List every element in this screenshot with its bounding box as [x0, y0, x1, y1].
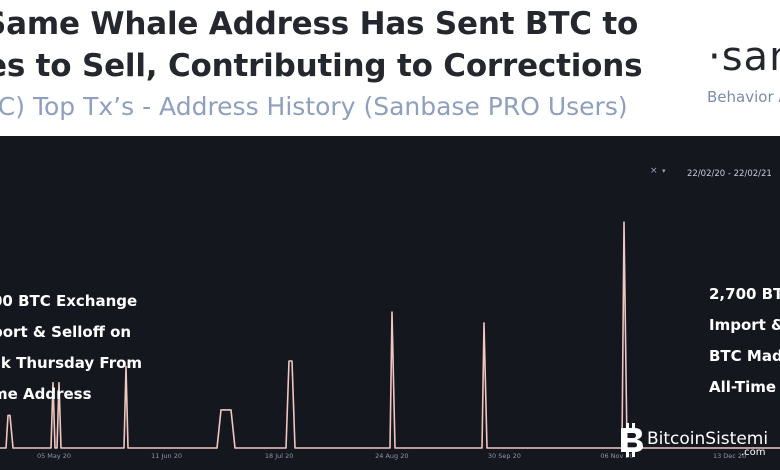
bitcoin-b-icon	[621, 423, 643, 457]
x-tick-label: 05 May 20	[37, 452, 71, 460]
chart-panel: 05 May 20 11 Jun 20 18 Jul 20 24 Aug 20 30 S…	[0, 136, 780, 470]
title-line-2: es to Sell, Contributing to Corrections	[0, 48, 643, 84]
x-tick-label: 30 Sep 20	[488, 452, 521, 460]
santiment-logo: ·san	[708, 34, 780, 80]
watermark-suffix: .com	[741, 447, 766, 458]
x-tick-label: 11 Jun 20	[151, 452, 182, 460]
annotation-left-line: port & Selloff on	[0, 323, 132, 341]
annotation-left-line: 00 BTC Exchange	[0, 292, 138, 310]
subtitle: TC) Top Tx’s - Address History (Sanbase …	[0, 92, 628, 121]
x-tick-label: 06 Nov 20	[600, 452, 633, 460]
annotation-right: 2,700 BT Import & BTC Mad All-Time	[709, 279, 780, 403]
watermark-name: BitcoinSistemi	[647, 429, 769, 449]
series-line	[0, 221, 780, 449]
x-tick-label: 18 Jul 20	[265, 452, 294, 460]
x-tick-label: 24 Aug 20	[375, 452, 408, 460]
annotation-right-line: BTC Mad	[709, 347, 780, 365]
logo-tagline: Behavior A	[707, 88, 780, 106]
header: Same Whale Address Has Sent BTC to es to…	[0, 0, 780, 136]
annotation-right-line: Import &	[709, 316, 780, 334]
annotation-left: 00 BTC Exchange port & Selloff on ck Thu…	[0, 286, 142, 410]
title-line-1: Same Whale Address Has Sent BTC to	[0, 6, 639, 42]
chart: 05 May 20 11 Jun 20 18 Jul 20 24 Aug 20 30 S…	[0, 221, 780, 460]
close-icon[interactable]: ×	[650, 166, 658, 176]
chevron-down-icon[interactable]: ▾	[662, 167, 666, 175]
date-range-picker[interactable]: 22/02/20 - 22/02/21	[687, 169, 772, 179]
x-tick-label: 13 Dec 20	[713, 452, 746, 460]
annotation-right-line: All-Time	[709, 378, 777, 396]
bitcoinsistemi-watermark: BitcoinSistemi .com	[617, 421, 777, 461]
annotation-left-line: me Address	[0, 385, 92, 403]
annotation-right-line: 2,700 BT	[709, 285, 780, 303]
annotation-left-line: ck Thursday From	[0, 354, 143, 372]
